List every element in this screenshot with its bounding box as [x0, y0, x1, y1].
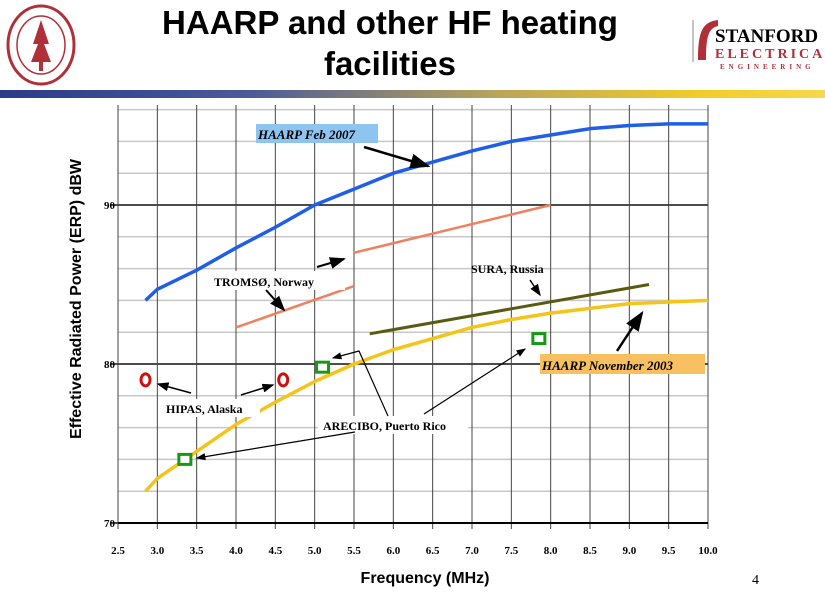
- y-tick-label: 70: [104, 518, 116, 530]
- x-tick-label: 5.0: [308, 545, 322, 557]
- x-tick-label: 4.5: [268, 545, 282, 557]
- x-tick-label: 9.0: [622, 545, 636, 557]
- x-tick-label: 3.0: [150, 545, 164, 557]
- label-hipas: HIPAS, Alaska: [166, 402, 242, 416]
- series-layer: [139, 122, 709, 493]
- haarp-2007-label-bg: [256, 124, 378, 143]
- x-tick-label: 6.0: [386, 545, 400, 557]
- slide-title: HAARP and other HF heating facilities: [162, 4, 618, 82]
- y-axis-label: Effective Radiated Power (ERP) dBW: [68, 158, 85, 440]
- logo-line2: ELECTRICAL: [715, 47, 823, 62]
- page-number: 4: [752, 573, 759, 588]
- label-haarp-2007: HAARP Feb 2007: [257, 127, 356, 142]
- stanford-seal-logo: [6, 4, 76, 86]
- x-tick-label: 7.0: [465, 545, 479, 557]
- y-tick-label: 90: [104, 200, 116, 212]
- series-sura-line: [369, 283, 650, 336]
- x-tick-label: 9.5: [662, 545, 676, 557]
- x-tick-label: 8.0: [544, 545, 558, 557]
- hipas-point: [139, 372, 152, 388]
- arecibo-point: [315, 360, 331, 374]
- arecibo-point: [531, 332, 547, 346]
- logo-line3: ENGINEERING: [720, 63, 815, 71]
- x-tick-label: 4.0: [229, 545, 243, 557]
- series-tromso-segment: [235, 284, 355, 329]
- logo-line1: STANFORD: [715, 26, 818, 47]
- x-tick-label: 8.5: [583, 545, 597, 557]
- series-haarp-2003-line: [144, 298, 709, 493]
- x-tick-label: 6.5: [426, 545, 440, 557]
- y-tick-label: 80: [104, 359, 116, 371]
- label-haarp-2003: HAARP November 2003: [541, 358, 673, 373]
- label-tromso: TROMSØ, Norway: [214, 275, 314, 289]
- x-axis-label: Frequency (MHz): [360, 570, 490, 587]
- x-tick-label: 10.0: [698, 545, 718, 557]
- annotation-arrows: [156, 145, 644, 461]
- x-tick-label: 7.5: [504, 545, 518, 557]
- x-tick-label: 5.5: [347, 545, 361, 557]
- series-tromso-segment: [353, 203, 551, 254]
- x-tick-label: 3.5: [190, 545, 204, 557]
- grid: [110, 105, 709, 529]
- haarp-2003-label-bg: [540, 354, 705, 374]
- x-tick-label: 2.5: [111, 545, 125, 557]
- arecibo-point: [177, 452, 193, 466]
- label-arecibo: ARECIBO, Puerto Rico: [323, 419, 446, 433]
- stanford-ee-logo: STANFORD ELECTRICAL ENGINEERING: [692, 20, 823, 71]
- header-divider-bar: [0, 90, 825, 98]
- label-sura: SURA, Russia: [471, 262, 544, 276]
- hipas-point: [277, 372, 290, 388]
- tick-labels: 2.5 3.0 3.5 4.0 4.5 5.0 5.5 6.0 6.5 7.0 7.5 8.0 8.5 9…: [104, 200, 718, 557]
